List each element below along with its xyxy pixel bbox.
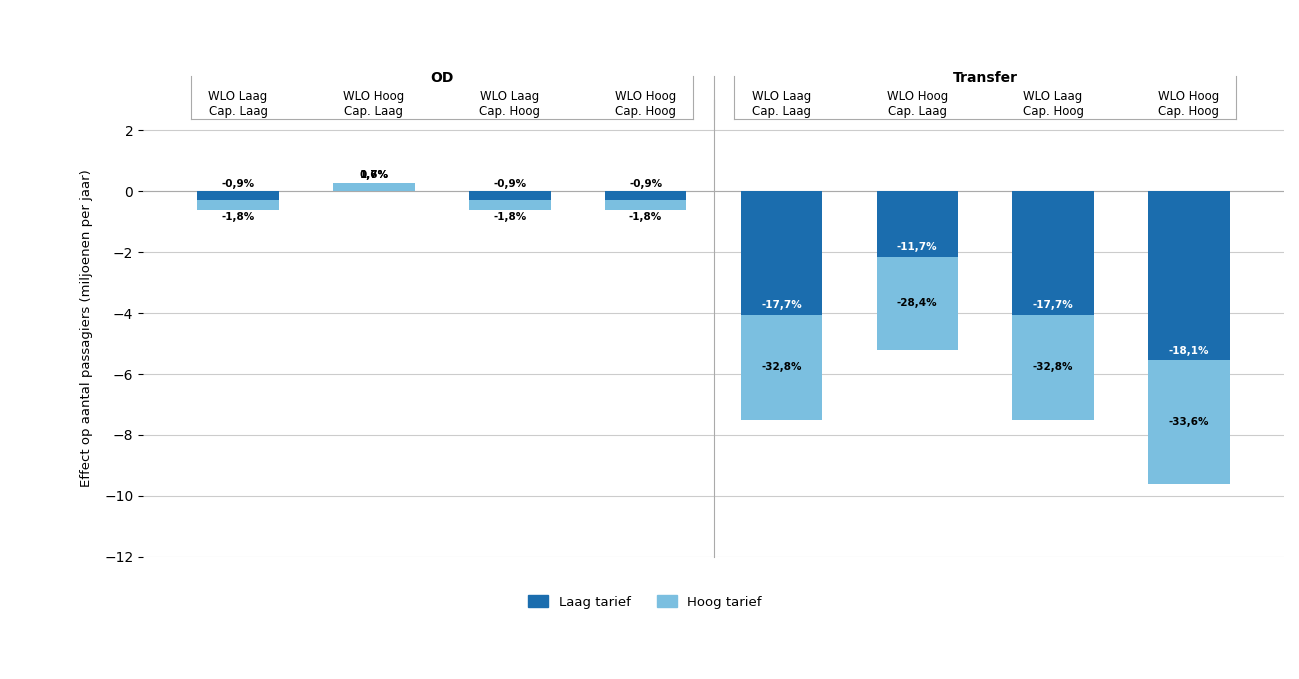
Text: -28,4%: -28,4% <box>896 298 938 308</box>
Text: -1,8%: -1,8% <box>629 212 662 222</box>
Text: WLO Hoog
Cap. Hoog: WLO Hoog Cap. Hoog <box>1159 90 1220 118</box>
Text: WLO Laag
Cap. Laag: WLO Laag Cap. Laag <box>752 90 811 118</box>
Bar <box>740 191 822 314</box>
Text: -0,9%: -0,9% <box>629 179 662 189</box>
Text: WLO Laag
Cap. Laag: WLO Laag Cap. Laag <box>208 90 268 118</box>
Bar <box>469 191 551 200</box>
Text: -0,9%: -0,9% <box>494 179 526 189</box>
Text: -1,8%: -1,8% <box>222 212 255 222</box>
Bar <box>197 200 279 210</box>
Text: -17,7%: -17,7% <box>761 300 801 310</box>
Bar <box>1148 361 1230 483</box>
Text: -1,8%: -1,8% <box>494 212 526 222</box>
Text: WLO Hoog
Cap. Laag: WLO Hoog Cap. Laag <box>887 90 948 118</box>
Text: 0,7%: 0,7% <box>360 170 388 180</box>
Text: -33,6%: -33,6% <box>1169 417 1209 427</box>
Text: WLO Hoog
Cap. Hoog: WLO Hoog Cap. Hoog <box>614 90 677 118</box>
Bar <box>1148 191 1230 361</box>
Bar <box>877 191 957 257</box>
Bar <box>1012 191 1094 314</box>
Bar <box>605 191 686 200</box>
Bar <box>1012 314 1094 420</box>
Y-axis label: Effect op aantal passagiers (miljoenen per jaar): Effect op aantal passagiers (miljoenen p… <box>81 170 94 488</box>
Text: -18,1%: -18,1% <box>1169 346 1209 356</box>
Bar <box>740 314 822 420</box>
Bar <box>605 200 686 210</box>
Text: WLO Hoog
Cap. Laag: WLO Hoog Cap. Laag <box>343 90 404 118</box>
Text: -32,8%: -32,8% <box>761 362 801 372</box>
Text: WLO Laag
Cap. Hoog: WLO Laag Cap. Hoog <box>479 90 540 118</box>
Text: WLO Laag
Cap. Hoog: WLO Laag Cap. Hoog <box>1022 90 1083 118</box>
Text: Transfer: Transfer <box>952 71 1017 86</box>
Legend: Laag tarief, Hoog tarief: Laag tarief, Hoog tarief <box>523 590 768 614</box>
Text: OD: OD <box>430 71 453 86</box>
Bar <box>334 183 414 191</box>
Text: -11,7%: -11,7% <box>896 242 938 253</box>
Bar <box>469 200 551 210</box>
Text: -0,9%: -0,9% <box>222 179 255 189</box>
Text: -32,8%: -32,8% <box>1033 362 1073 372</box>
Bar <box>877 257 957 350</box>
Bar <box>334 183 414 191</box>
Bar <box>197 191 279 200</box>
Text: 1,6%: 1,6% <box>360 170 388 181</box>
Text: -17,7%: -17,7% <box>1033 300 1073 310</box>
